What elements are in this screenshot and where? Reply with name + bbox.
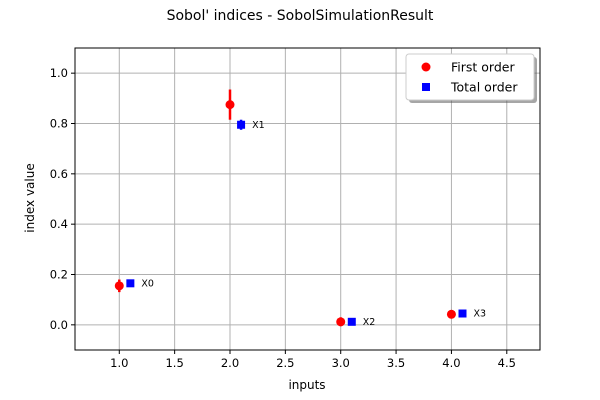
y-tick-label: 0.0 (50, 318, 68, 332)
annotation-label: X2 (363, 317, 376, 328)
x-tick-label: 3.5 (387, 356, 405, 370)
plot-frame (74, 47, 541, 351)
x-tick-label: 2.5 (276, 356, 294, 370)
y-tick-label: 0.8 (50, 117, 68, 131)
legend-label: Total order (450, 80, 518, 95)
legend-marker-circle (421, 62, 431, 72)
y-axis-label: index value (23, 163, 37, 232)
y-tick-label: 0.6 (50, 167, 68, 181)
total-order-point (126, 279, 135, 288)
total-order-point (237, 120, 246, 129)
x-tick-label: 1.0 (110, 356, 128, 370)
annotation-label: X1 (252, 120, 265, 131)
total-order-point (347, 317, 356, 326)
x-tick-label: 4.0 (442, 356, 460, 370)
first-order-point (225, 100, 235, 110)
legend-marker-square (422, 83, 430, 91)
y-tick-label: 1.0 (50, 66, 68, 80)
data-marks (114, 89, 467, 327)
first-order-point (114, 281, 124, 291)
y-tick-label: 0.2 (50, 268, 68, 282)
legend-label: First order (451, 60, 515, 75)
legend: First order Total order (405, 53, 537, 103)
annotation-label: X0 (141, 278, 154, 289)
y-tick-label: 0.4 (50, 217, 68, 231)
legend-box (405, 53, 535, 101)
first-order-point (336, 317, 346, 327)
axis-ticks: 1.0 1.5 2.0 2.5 3.0 3.5 4.0 4.5 0.0 0.2 0.4 0.6 0.8 1… (50, 66, 516, 370)
point-annotations: X0 X1 X2 X3 (141, 120, 486, 328)
x-tick-label: 2.0 (221, 356, 239, 370)
chart-title: Sobol' indices - SobolSimulationResult (167, 8, 434, 24)
first-order-point (446, 309, 456, 319)
annotation-label: X3 (474, 309, 487, 320)
total-order-point (458, 309, 467, 318)
x-axis-label: inputs (288, 378, 325, 392)
x-tick-label: 1.5 (165, 356, 183, 370)
x-tick-label: 4.5 (498, 356, 516, 370)
x-tick-label: 3.0 (332, 356, 350, 370)
